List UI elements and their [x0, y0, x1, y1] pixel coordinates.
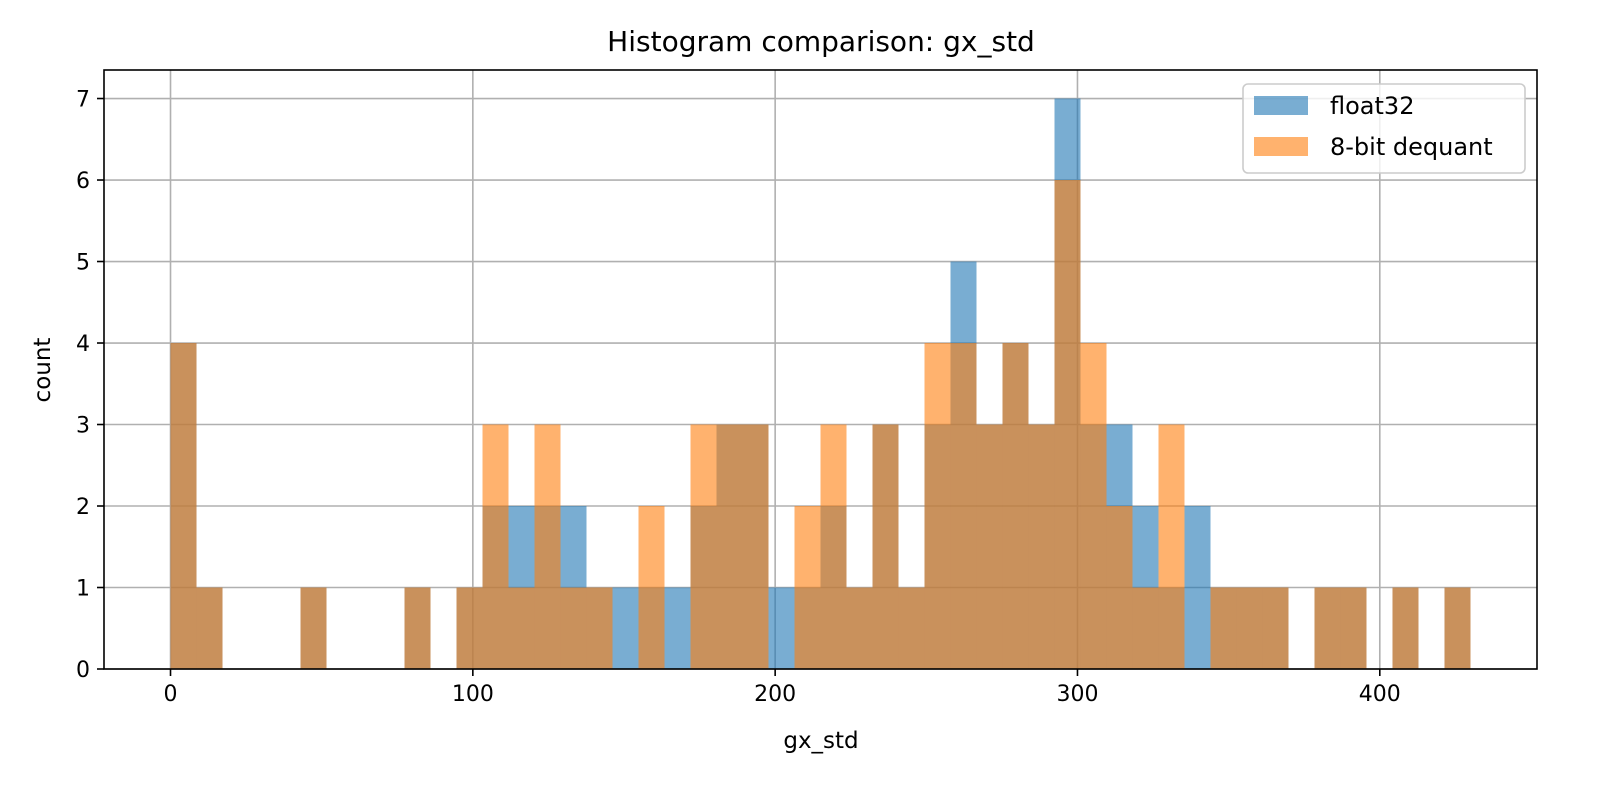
histogram-bar-8bit-dequant — [950, 343, 977, 669]
histogram-bar-8bit-dequant — [924, 343, 951, 669]
histogram-bar-8bit-dequant — [872, 424, 899, 669]
plot-frame — [103, 69, 1538, 670]
y-tick-label: 2 — [76, 495, 90, 520]
legend-label-8bit-dequant: 8-bit dequant — [1330, 133, 1493, 161]
y-tick-label: 0 — [76, 658, 90, 683]
histogram-bar-8bit-dequant — [638, 506, 665, 669]
histogram-bar-8bit-dequant — [482, 424, 509, 669]
histogram-bar-8bit-dequant — [170, 343, 197, 669]
histogram-bar-8bit-dequant — [1444, 587, 1471, 669]
histogram-bar-8bit-dequant — [404, 587, 431, 669]
histogram-bar-8bit-dequant — [560, 587, 587, 669]
histogram-bar-8bit-dequant — [1054, 180, 1081, 670]
y-tick-label: 5 — [76, 251, 90, 276]
legend-swatch-8bit-dequant — [1254, 137, 1308, 156]
histogram-bar-8bit-dequant — [586, 587, 613, 669]
histogram-bar-8bit-dequant — [1028, 424, 1055, 669]
x-tick-label: 200 — [754, 682, 796, 707]
histogram-bar-8bit-dequant — [1002, 343, 1029, 669]
histogram-bar-8bit-dequant — [1314, 587, 1341, 669]
y-tick-label: 6 — [76, 169, 90, 194]
x-tick-label: 300 — [1056, 682, 1098, 707]
histogram-bar-8bit-dequant — [1158, 424, 1185, 669]
bars-layer — [170, 98, 1471, 670]
histogram-bar-8bit-dequant — [1340, 587, 1367, 669]
histogram-bar-8bit-dequant — [1262, 587, 1289, 669]
histogram-bar-8bit-dequant — [1392, 587, 1419, 669]
histogram-bar-8bit-dequant — [1210, 587, 1237, 669]
legend-box — [1242, 83, 1526, 174]
x-axis-label: gx_std — [783, 728, 858, 754]
legend: float32 8-bit dequant — [1242, 83, 1526, 174]
histogram-bar-float32 — [664, 587, 691, 669]
histogram-bar-8bit-dequant — [1080, 343, 1107, 669]
histogram-bar-float32 — [1184, 506, 1211, 669]
histogram-bar-float32 — [612, 587, 639, 669]
chart-title: Histogram comparison: gx_std — [607, 25, 1035, 58]
histogram-bar-8bit-dequant — [690, 424, 717, 669]
histogram-bar-8bit-dequant — [1106, 506, 1133, 669]
y-tick-label: 3 — [76, 414, 90, 439]
y-tick-label: 1 — [76, 577, 90, 602]
y-tick-label: 4 — [76, 332, 90, 357]
histogram-bar-8bit-dequant — [534, 424, 561, 669]
histogram-bar-8bit-dequant — [456, 587, 483, 669]
histogram-bar-8bit-dequant — [1132, 587, 1159, 669]
histogram-bar-8bit-dequant — [716, 424, 743, 669]
x-tick-label: 0 — [164, 682, 178, 707]
histogram-bar-8bit-dequant — [196, 587, 223, 669]
legend-label-float32: float32 — [1330, 92, 1414, 120]
x-tick-label: 400 — [1359, 682, 1401, 707]
histogram-bar-8bit-dequant — [508, 587, 535, 669]
y-axis-label: count — [30, 338, 56, 403]
legend-swatch-float32 — [1254, 96, 1308, 115]
grid-layer — [104, 70, 1537, 670]
x-tick-label: 100 — [452, 682, 494, 707]
histogram-bar-8bit-dequant — [742, 424, 769, 669]
histogram-bar-8bit-dequant — [820, 424, 847, 669]
histogram-bar-float32 — [768, 587, 795, 669]
histogram-bar-8bit-dequant — [846, 587, 873, 669]
histogram-bar-8bit-dequant — [898, 587, 925, 669]
histogram-bar-8bit-dequant — [794, 506, 821, 669]
y-tick-label: 7 — [76, 88, 90, 113]
histogram-bar-8bit-dequant — [1236, 587, 1263, 669]
ticks-layer: 0 100 200 300 400 0 1 2 3 4 5 6 7 — [76, 88, 1401, 707]
histogram-bar-8bit-dequant — [976, 424, 1003, 669]
histogram-bar-8bit-dequant — [300, 587, 327, 669]
